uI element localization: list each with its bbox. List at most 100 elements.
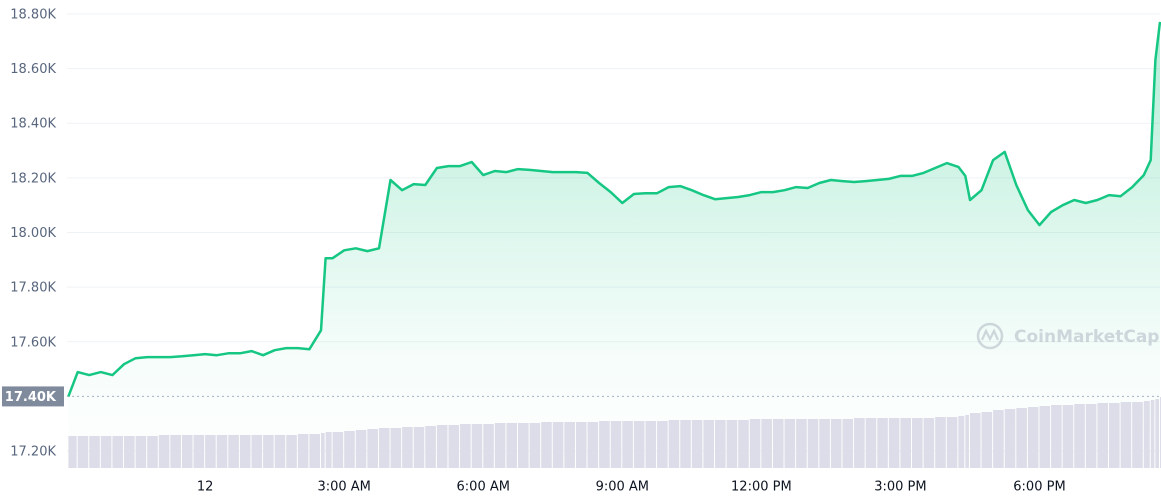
x-tick-label: 9:00 AM (596, 480, 649, 495)
y-tick-highlight (2, 386, 64, 407)
volume-bar (147, 436, 158, 468)
volume-bar (912, 418, 923, 468)
volume-bar (77, 436, 89, 468)
volume-bar (216, 435, 228, 468)
volume-bar (1155, 399, 1159, 468)
volume-bar (344, 431, 355, 468)
volume-bar (1150, 400, 1155, 468)
volume-bar (1004, 409, 1016, 468)
y-tick-label: 18.60K (10, 62, 56, 77)
volume-bar (483, 424, 494, 468)
volume-bar (552, 422, 564, 468)
volume-bar (1051, 405, 1062, 468)
volume-bar (332, 432, 344, 468)
volume-bar (819, 419, 830, 468)
volume-bar (263, 435, 274, 468)
x-tick-label: 12 (197, 480, 214, 495)
volume-bar (448, 425, 460, 468)
volume-bar (796, 419, 807, 468)
x-tick-label: 3:00 PM (874, 480, 926, 495)
volume-bar (633, 421, 645, 468)
volume-bar (251, 435, 263, 468)
volume-bar (1120, 402, 1132, 468)
volume-bar (378, 428, 390, 468)
y-tick-label: 17.80K (10, 281, 56, 296)
x-tick-label: 12:00 PM (731, 480, 792, 495)
volume-bar (965, 415, 969, 468)
volume-bar (1027, 407, 1039, 468)
x-tick-label: 3:00 AM (317, 480, 370, 495)
volume-bar (1016, 408, 1027, 468)
volume-bar (575, 422, 587, 468)
volume-bar (124, 436, 135, 468)
volume-bar (622, 421, 633, 468)
volume-bar (865, 418, 877, 468)
volume-bar (436, 425, 448, 468)
volume-bar (297, 434, 309, 468)
volume-bar (205, 435, 216, 468)
volume-bar (1132, 402, 1143, 468)
volume-bar (506, 423, 518, 468)
volume-bar (321, 433, 325, 468)
volume-bar (680, 420, 691, 468)
x-tick-label: 6:00 AM (457, 480, 510, 495)
volume-bar (749, 419, 761, 468)
volume-bar (100, 436, 112, 468)
volume-bar (935, 417, 946, 468)
volume-bar (888, 418, 900, 468)
volume-bar (193, 435, 205, 468)
volume-bar (645, 421, 657, 468)
volume-bar (89, 436, 100, 468)
volume-bar (691, 420, 703, 468)
volume-bar (854, 418, 865, 468)
volume-bar (367, 429, 378, 468)
volume-bar (772, 419, 784, 468)
volume-bar (181, 435, 193, 468)
y-tick-label: 17.20K (10, 445, 56, 460)
volume-bar (726, 420, 738, 468)
volume-bar (158, 435, 170, 468)
volume-bar (325, 432, 332, 468)
y-tick-label: 17.40K (5, 390, 57, 405)
volume-bar (923, 418, 935, 468)
y-tick-label: 18.20K (10, 171, 56, 186)
volume-bar (1062, 405, 1074, 468)
volume-bar (877, 418, 888, 468)
volume-bar (981, 412, 993, 468)
volume-bar (1143, 401, 1150, 468)
y-tick-label: 18.40K (10, 117, 56, 132)
volume-bar (900, 418, 912, 468)
volume-bar (1097, 403, 1109, 468)
volume-bar (993, 410, 1004, 468)
volume-bar (112, 436, 124, 468)
volume-bar (657, 421, 668, 468)
volume-bar (1074, 404, 1085, 468)
volume-bar (1085, 404, 1097, 468)
volume-bar (715, 420, 726, 468)
volume-bar (518, 423, 529, 468)
volume-bar (610, 421, 622, 468)
volume-bar (1109, 403, 1120, 468)
volume-bar (842, 419, 854, 468)
volume-bar (390, 428, 402, 468)
volume-bar (170, 435, 181, 468)
volume-bar (425, 426, 436, 468)
volume-bar (228, 435, 239, 468)
volume-bar (413, 427, 425, 468)
x-tick-label: 6:00 PM (1013, 480, 1065, 495)
volume-bar (958, 416, 965, 468)
volume-bar (541, 422, 552, 468)
volume-bar (599, 421, 610, 468)
watermark-text: CoinMarketCap (1014, 327, 1159, 347)
price-line (67, 21, 1161, 397)
volume-bar (703, 420, 715, 468)
volume-bar (529, 423, 541, 468)
volume-bar (460, 424, 471, 468)
volume-bar (784, 419, 796, 468)
volume-bar (309, 434, 321, 468)
y-tick-label: 18.80K (10, 7, 56, 22)
volume-bar (471, 424, 483, 468)
volume-bar (969, 413, 981, 468)
area (68, 21, 1160, 469)
